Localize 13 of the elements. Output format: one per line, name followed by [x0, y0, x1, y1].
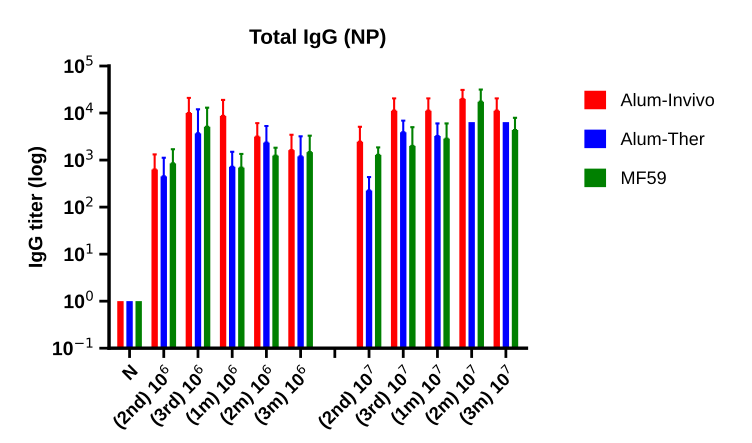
- y-tick-label: 10$^{4}$: [64, 102, 94, 120]
- y-tick-label: 10$^{0}$: [64, 290, 93, 308]
- legend-label: Alum-Ther: [620, 132, 704, 146]
- y-tick-label: 10$^{5}$: [64, 56, 93, 74]
- legend-label: Alum-Invivo: [620, 92, 714, 106]
- y-tick-label: 10$^{3}$: [64, 149, 93, 168]
- y-tick-label: 10$^{1}$: [64, 244, 93, 262]
- legend-label: MF59: [622, 171, 666, 184]
- y-tick-label: 10$^{−1}$: [53, 338, 92, 356]
- y-axis-title: IgG titer (log): [28, 147, 46, 267]
- x-tick-label: N: [122, 364, 138, 380]
- y-tick-label: 10$^{2}$: [64, 196, 92, 214]
- chart-title: Total IgG (NP): [249, 28, 386, 48]
